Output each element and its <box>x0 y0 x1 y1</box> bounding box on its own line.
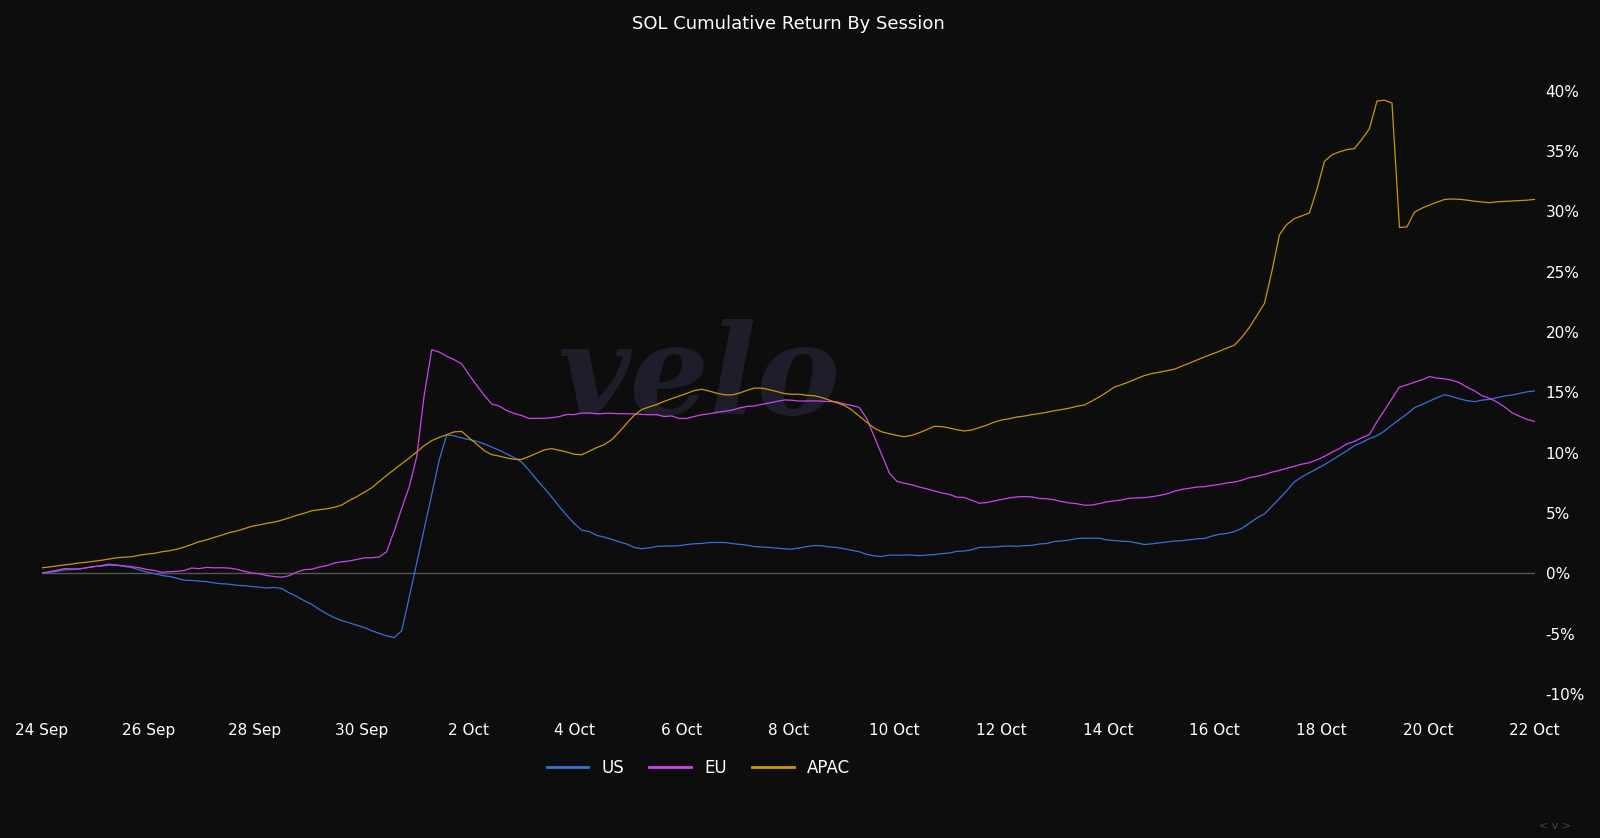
Legend: US, EU, APAC: US, EU, APAC <box>541 752 858 784</box>
Title: SOL Cumulative Return By Session: SOL Cumulative Return By Session <box>632 15 944 33</box>
Text: velo: velo <box>557 319 840 441</box>
Text: < v >: < v > <box>1539 821 1571 831</box>
